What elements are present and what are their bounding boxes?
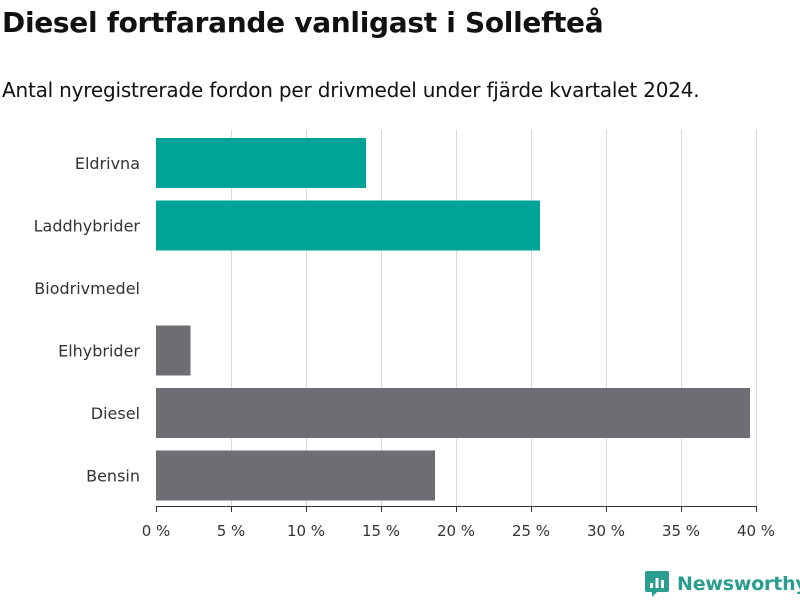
bar-laddhybrider (156, 200, 540, 251)
category-label: Elhybrider (58, 342, 140, 361)
bar-elhybrider (156, 325, 191, 376)
bar-eldrivna (156, 138, 366, 188)
x-tick-label: 30 % (587, 522, 625, 540)
x-tick-label: 15 % (362, 522, 400, 540)
x-tick-label: 5 % (217, 522, 246, 540)
bar-diesel (156, 388, 750, 438)
category-label: Laddhybrider (34, 217, 141, 236)
x-tick-label: 10 % (287, 522, 325, 540)
x-tick-label: 35 % (662, 522, 700, 540)
category-label: Eldrivna (75, 154, 140, 173)
bars (156, 138, 750, 501)
category-label: Biodrivmedel (34, 279, 140, 298)
gridlines (231, 130, 757, 506)
chart-subtitle: Antal nyregistrerade fordon per drivmede… (2, 78, 700, 102)
x-tick-label: 20 % (437, 522, 475, 540)
category-label: Diesel (91, 404, 140, 423)
x-tick-label: 0 % (142, 522, 171, 540)
category-labels: Eldrivna Laddhybrider Biodrivmedel Elhybrid… (34, 154, 141, 486)
newsworthy-logo-text: Newsworthy (677, 573, 800, 595)
x-tick-label: 40 % (737, 522, 775, 540)
chart-title: Diesel fortfarande vanligast i Sollefteå (2, 6, 604, 39)
tick-labels: 0 % 5 % 10 % 15 % 20 % 25 % 30 % 35 % 40 % (142, 522, 775, 540)
x-axis (156, 506, 757, 512)
bar-bensin (156, 450, 435, 501)
x-tick-label: 25 % (512, 522, 550, 540)
category-label: Bensin (86, 467, 140, 486)
newsworthy-logo-icon (645, 571, 669, 597)
newsworthy-logo: Newsworthy (644, 570, 800, 598)
